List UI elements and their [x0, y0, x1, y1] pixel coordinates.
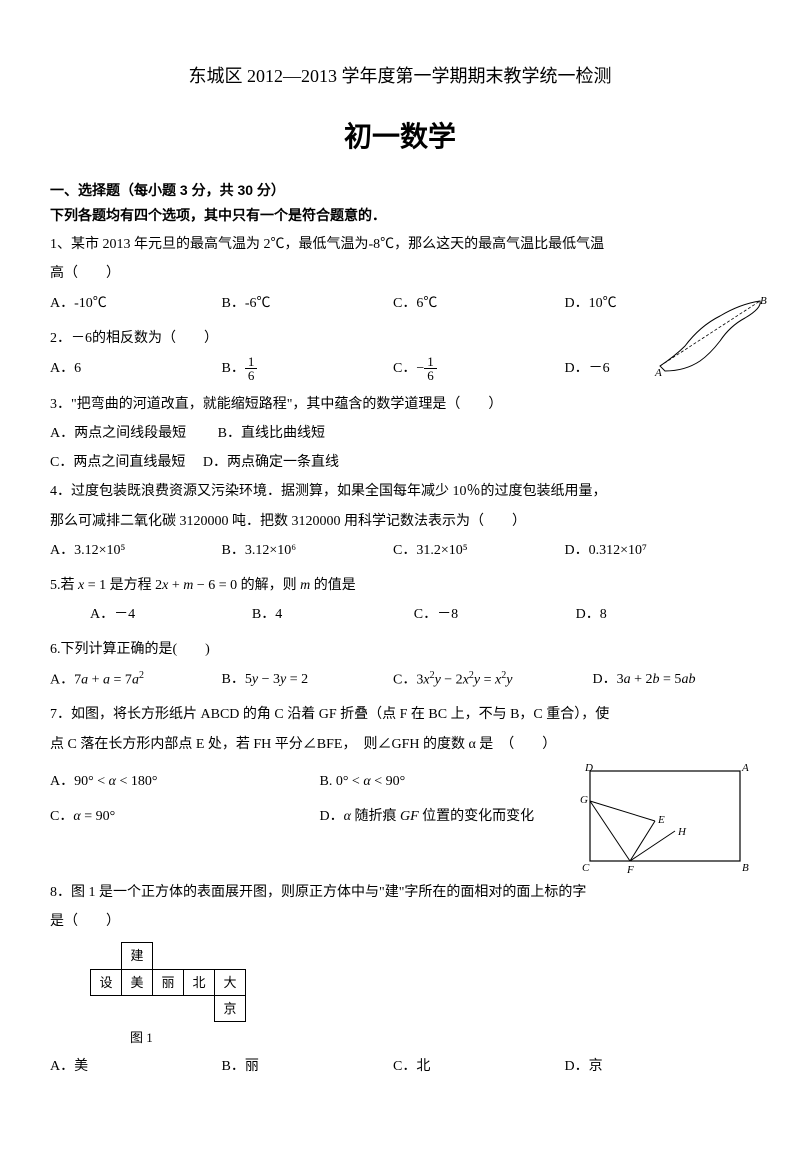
net-cell-7: 京: [215, 995, 246, 1021]
q1-options: A．-10℃ B．-6℃ C．6℃ D．10℃: [50, 291, 750, 316]
svg-text:D: D: [584, 762, 593, 774]
q1-text: 1、某市 2013 年元旦的最高气温为 2℃，最低气温为-8℃，那么这天的最高气…: [50, 237, 604, 252]
q3-opt-b: B．直线比曲线短: [218, 426, 325, 441]
question-1: 1、某市 2013 年元旦的最高气温为 2℃，最低气温为-8℃，那么这天的最高气…: [50, 232, 750, 257]
q6-options: A．7a + a = 7a2 B．5y − 3y = 2 C．3x2y − 2x…: [50, 667, 750, 693]
svg-text:A: A: [741, 762, 749, 774]
q4-opt-a: A．3.12×10⁵: [50, 538, 218, 563]
question-5: 5.若 x = 1 是方程 2x + m − 6 = 0 的解，则 m 的值是: [50, 573, 750, 598]
q2-opt-b: B．16: [222, 355, 390, 382]
q5-opt-b: B．4: [252, 602, 410, 627]
section-1-note: 下列各题均有四个选项，其中只有一个是符合题意的．: [50, 203, 750, 228]
q3-opt-c: C．两点之间直线最短: [50, 455, 185, 470]
q3-row2: C．两点之间直线最短 D．两点确定一条直线: [50, 450, 750, 475]
net-cell-2: 设: [91, 969, 122, 995]
q4-opt-c: C．31.2×10⁵: [393, 538, 561, 563]
q1-opt-c: C．6℃: [393, 291, 561, 316]
net-cell-3: 美: [122, 969, 153, 995]
q5-text: 5.若 x = 1 是方程 2x + m − 6 = 0 的解，则 m 的值是: [50, 578, 356, 593]
q3-opt-d: D．两点确定一条直线: [203, 455, 339, 470]
net-cell-4: 丽: [153, 969, 184, 995]
question-3: 3．"把弯曲的河道改直，就能缩短路程"，其中蕴含的数学道理是（ ）: [50, 392, 750, 417]
cube-net-figure: 建 设 美 丽 北 大 京: [90, 942, 750, 1022]
exam-header: 东城区 2012—2013 学年度第一学期期末教学统一检测: [50, 60, 750, 92]
q3-opt-a: A．两点之间线段最短: [50, 426, 186, 441]
figure-1-caption: 图 1: [130, 1026, 750, 1049]
q2-opt-a: A．6: [50, 356, 218, 381]
svg-text:G: G: [580, 794, 588, 806]
q4-opt-b: B．3.12×10⁶: [222, 538, 390, 563]
question-7-line2: 点 C 落在长方形内部点 E 处，若 FH 平分∠BFE， 则∠GFH 的度数 …: [50, 732, 750, 757]
question-8-line2: 是（ ）: [50, 909, 750, 934]
river-label-a: A: [654, 367, 662, 379]
q2-options: A．6 B．16 C．−16 D．－6: [50, 355, 750, 382]
svg-text:H: H: [677, 826, 687, 838]
river-diagram: A B: [650, 296, 770, 386]
q8-options: A．美 B．丽 C．北 D．京: [50, 1054, 750, 1079]
q4-opt-d: D．0.312×10⁷: [565, 538, 733, 563]
q5-opt-d: D．8: [576, 602, 734, 627]
q6-opt-a: A．7a + a = 7a2: [50, 667, 218, 693]
q4-options: A．3.12×10⁵ B．3.12×10⁶ C．31.2×10⁵ D．0.312…: [50, 538, 750, 563]
question-6: 6.下列计算正确的是( ): [50, 637, 750, 662]
q1-opt-a: A．-10℃: [50, 291, 218, 316]
q2-text: 2．－6的相反数为（ ）: [50, 331, 218, 346]
question-4-line2: 那么可减排二氧化碳 3120000 吨．把数 3120000 用科学记数法表示为…: [50, 509, 750, 534]
q8-opt-d: D．京: [565, 1054, 733, 1079]
svg-text:B: B: [742, 862, 749, 874]
net-cell-6: 大: [215, 969, 246, 995]
svg-text:C: C: [582, 862, 590, 874]
question-2: 2．－6的相反数为（ ） A B: [50, 326, 750, 351]
q8-opt-c: C．北: [393, 1054, 561, 1079]
q1-opt-b: B．-6℃: [222, 291, 390, 316]
q2-opt-c: C．−16: [393, 355, 561, 382]
q7-opt-c: C．α = 90°: [50, 804, 316, 829]
q5-opt-a: A．－4: [90, 602, 248, 627]
question-4-line1: 4．过度包装既浪费资源又污染环境．据测算，如果全国每年减少 10％的过度包装纸用…: [50, 479, 750, 504]
net-cell-5: 北: [184, 969, 215, 995]
question-8-line1: 8．图 1 是一个正方体的表面展开图，则原正方体中与"建"字所在的面相对的面上标…: [50, 880, 750, 905]
q6-opt-b: B．5y − 3y = 2: [222, 667, 390, 692]
section-1-head: 一、选择题（每小题 3 分，共 30 分）: [50, 178, 750, 203]
net-cell-1: 建: [122, 943, 153, 969]
q7-opt-a: A．90° < α < 180°: [50, 769, 316, 794]
q3-row1: A．两点之间线段最短 B．直线比曲线短: [50, 421, 750, 446]
q6-opt-c: C．3x2y − 2x2y = x2y: [393, 667, 589, 693]
q7-opt-d: D．α 随折痕 GF 位置的变化而变化: [320, 804, 535, 829]
svg-text:F: F: [626, 864, 634, 876]
exam-title: 初一数学: [50, 112, 750, 162]
q1-text2: 高（ ）: [50, 261, 750, 286]
q7-opt-b: B. 0° < α < 90°: [320, 769, 406, 794]
q6-opt-d: D．3a + 2b = 5ab: [593, 667, 733, 692]
q8-opt-a: A．美: [50, 1054, 218, 1079]
q5-opt-c: C．－8: [414, 602, 572, 627]
river-label-b: B: [760, 296, 767, 307]
fold-diagram: D A G E H C F B: [580, 761, 750, 876]
q5-options: A．－4 B．4 C．－8 D．8: [50, 602, 750, 627]
q8-opt-b: B．丽: [222, 1054, 390, 1079]
svg-text:E: E: [657, 814, 665, 826]
question-7-line1: 7．如图，将长方形纸片 ABCD 的角 C 沿着 GF 折叠（点 F 在 BC …: [50, 702, 750, 727]
